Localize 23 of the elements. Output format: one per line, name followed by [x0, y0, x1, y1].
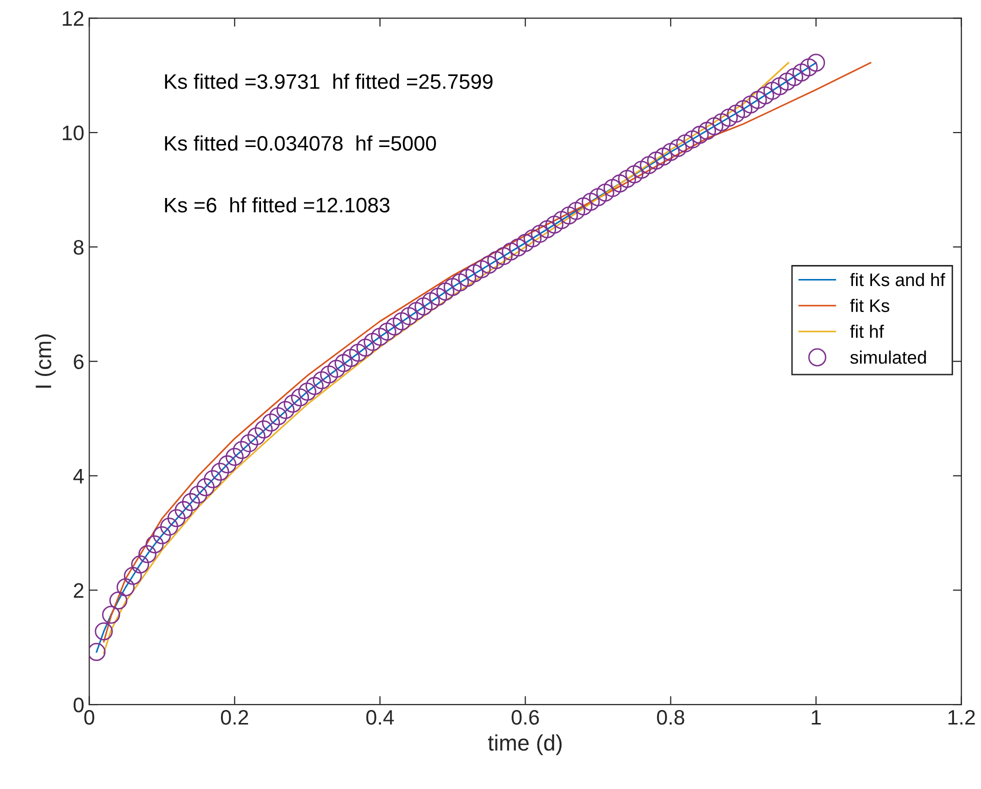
- x-axis-title: time (d): [488, 734, 562, 756]
- y-axis-title: I (cm): [34, 334, 56, 388]
- annotation: Ks =6 hf fitted =12.1083: [165, 197, 390, 213]
- y-tick-label: 8: [74, 240, 84, 255]
- x-tick-label: 0.4: [366, 710, 394, 725]
- legend-label: fit Ks and hf: [850, 272, 946, 286]
- legend-label: fit hf: [850, 324, 884, 338]
- legend-label: simulated: [850, 350, 926, 364]
- y-tick-label: 6: [74, 354, 84, 370]
- y-tick-label: 12: [62, 11, 84, 26]
- x-tick-label: 1.2: [948, 710, 975, 725]
- annotation: Ks fitted =3.9731 hf fitted =25.7599: [165, 74, 493, 89]
- x-tick-label: 1: [812, 710, 821, 725]
- x-tick-label: 0: [84, 710, 94, 725]
- y-tick-label: 10: [62, 126, 84, 140]
- x-tick-label: 0.8: [657, 710, 684, 725]
- y-tick-label: 2: [74, 583, 84, 598]
- legend-label: fit Ks: [850, 298, 890, 312]
- annotation: Ks fitted =0.034078 hf =5000: [165, 135, 436, 151]
- y-tick-label: 0: [74, 698, 84, 712]
- y-tick-label: 4: [73, 468, 84, 484]
- x-tick-label: 0.2: [220, 710, 248, 725]
- x-tick-label: 0.6: [512, 710, 539, 725]
